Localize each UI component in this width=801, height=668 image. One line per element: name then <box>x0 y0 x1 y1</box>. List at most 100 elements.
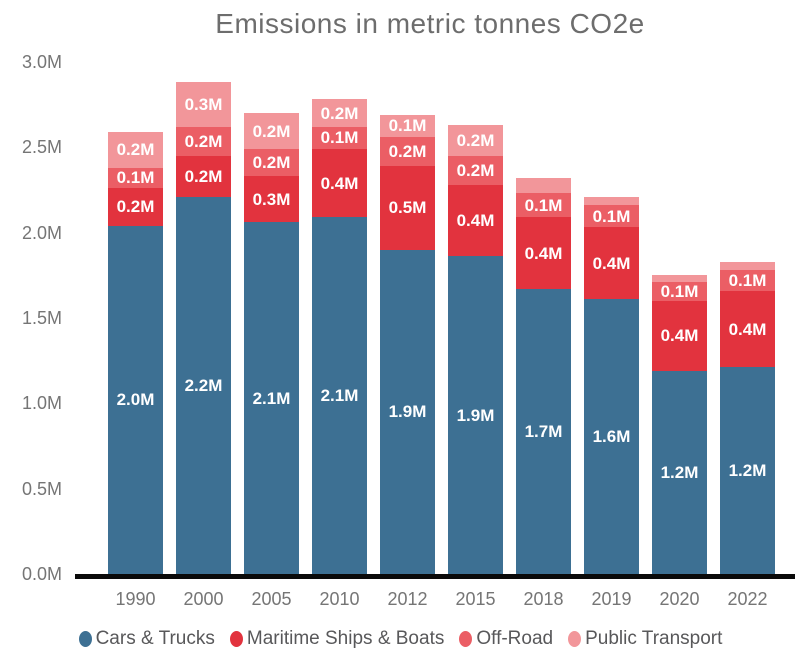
x-axis-label: 2020 <box>659 589 700 609</box>
bar-segment-label: 0.2M <box>456 130 495 150</box>
bar-segment-label: 0.1M <box>116 168 155 188</box>
bar-segment-public-transport-1990[interactable]: 0.2M <box>108 131 163 168</box>
bar-segment-label: 2.2M <box>184 375 223 395</box>
bar-segment-label: 0.2M <box>388 142 427 161</box>
legend-dot-icon <box>229 631 243 647</box>
x-axis-label: 2015 <box>455 589 496 609</box>
bar-segment-label: 0.2M <box>320 103 359 123</box>
bar-segment-public-transport-2018[interactable] <box>516 177 571 194</box>
legend-label: Maritime Ships & Boats <box>246 628 445 649</box>
bar-segment-cars-trucks-2019[interactable]: 1.6M <box>584 299 639 574</box>
bar-segment-maritime-ships-boats-2012[interactable]: 0.5M <box>380 166 435 250</box>
bar-segment-label: 0.4M <box>320 173 359 193</box>
bar-segment-label: 2.1M <box>252 388 291 408</box>
bar-segment-cars-trucks-2018[interactable]: 1.7M <box>516 288 571 574</box>
legend-label: Cars & Trucks <box>95 628 215 649</box>
bar-segment-public-transport-2022[interactable] <box>720 261 775 271</box>
bar-segment-off-road-2005[interactable]: 0.2M <box>244 148 299 177</box>
bar-segment-public-transport-2005[interactable]: 0.2M <box>244 113 299 149</box>
bar-segment-label: 1.2M <box>660 462 699 482</box>
bar-segment-public-transport-2000[interactable]: 0.3M <box>176 82 231 127</box>
bar-segment-public-transport-2012[interactable]: 0.1M <box>380 114 435 137</box>
bar-segment-off-road-2020[interactable]: 0.1M <box>652 282 707 301</box>
bar-segment-label: 0.1M <box>388 116 427 136</box>
x-axis-label: 2010 <box>319 589 360 609</box>
bar-segment-off-road-2019[interactable]: 0.1M <box>584 205 639 228</box>
bar-segment-label: 0.2M <box>116 197 155 217</box>
bar-segment-off-road-2022[interactable]: 0.1M <box>720 270 775 291</box>
legend-item-public-transport[interactable]: Public Transport <box>568 628 722 650</box>
bar-segment-label: 0.2M <box>456 160 495 180</box>
bar-segment-label: 0.4M <box>592 253 631 273</box>
bar-segment-maritime-ships-boats-2005[interactable]: 0.3M <box>244 176 299 223</box>
bar-segment-maritime-ships-boats-2000[interactable]: 0.2M <box>176 155 231 197</box>
bar-segment-label: 0.1M <box>728 270 767 290</box>
legend-dot-icon <box>78 631 92 647</box>
bar-segment-label: 0.1M <box>524 195 563 215</box>
x-axis-label: 2018 <box>523 589 564 609</box>
bar-segment-off-road-2018[interactable]: 0.1M <box>516 193 571 218</box>
bar-segment-cars-trucks-2005[interactable]: 2.1M <box>244 222 299 574</box>
bar-segment-label: 0.3M <box>252 189 291 209</box>
x-axis-label: 2005 <box>251 589 292 609</box>
bar-segment-off-road-2010[interactable]: 0.1M <box>312 126 367 149</box>
bar-segment-maritime-ships-boats-2022[interactable]: 0.4M <box>720 290 775 368</box>
legend-dot-icon <box>459 631 473 647</box>
bar-segment-cars-trucks-2020[interactable]: 1.2M <box>652 370 707 574</box>
bar-segment-public-transport-2010[interactable]: 0.2M <box>312 99 367 127</box>
legend-item-cars-trucks[interactable]: Cars & Trucks <box>78 628 215 650</box>
bar-segment-label: 1.9M <box>456 405 495 425</box>
bar-segment-label: 1.2M <box>728 461 767 481</box>
bar-segment-off-road-2012[interactable]: 0.2M <box>380 137 435 167</box>
bar-segment-cars-trucks-2015[interactable]: 1.9M <box>448 256 503 574</box>
legend-label: Off-Road <box>476 628 554 649</box>
bar-segment-label: 0.4M <box>728 319 767 339</box>
bar-segment-label: 1.6M <box>592 427 631 447</box>
chart-title: Emissions in metric tonnes CO2e <box>215 8 645 39</box>
bar-segment-off-road-2000[interactable]: 0.2M <box>176 126 231 156</box>
bar-segment-label: 2.1M <box>320 386 359 406</box>
x-axis-label: 2000 <box>183 589 224 609</box>
legend-label: Public Transport <box>585 628 723 649</box>
legend: Cars & Trucks Maritime Ships & Boats Off-R… <box>0 622 801 656</box>
bar-segment-public-transport-2015[interactable]: 0.2M <box>448 125 503 156</box>
bar-segment-maritime-ships-boats-1990[interactable]: 0.2M <box>108 188 163 226</box>
bar-segment-maritime-ships-boats-2019[interactable]: 0.4M <box>584 227 639 300</box>
legend-item-maritime-ships-boats[interactable]: Maritime Ships & Boats <box>229 628 445 650</box>
bar-segment-cars-trucks-2012[interactable]: 1.9M <box>380 249 435 574</box>
bar-segment-label: 0.4M <box>456 211 495 231</box>
y-axis-label: 2.0M <box>21 222 62 243</box>
bar-segment-cars-trucks-2010[interactable]: 2.1M <box>312 217 367 574</box>
bar-segment-label: 0.4M <box>524 243 563 263</box>
x-axis-line <box>75 574 795 579</box>
bar-segment-cars-trucks-1990[interactable]: 2.0M <box>108 225 163 574</box>
bar-segment-public-transport-2019[interactable] <box>584 196 639 206</box>
y-axis-label: 2.5M <box>21 137 62 158</box>
bar-segment-label: 1.9M <box>388 402 427 422</box>
bar-segment-label: 0.4M <box>660 326 699 346</box>
bar-segment-label: 0.1M <box>320 128 359 148</box>
bar-segment-maritime-ships-boats-2018[interactable]: 0.4M <box>516 217 571 289</box>
y-axis-label: 1.5M <box>21 307 62 328</box>
bar-segment-label: 2.0M <box>116 390 155 410</box>
bar-segment-label: 0.2M <box>252 153 291 173</box>
x-axis-label: 2022 <box>727 589 768 609</box>
bar-segment-label: 0.5M <box>388 198 427 218</box>
bar-segment-cars-trucks-2000[interactable]: 2.2M <box>176 196 231 574</box>
bar-segment-label: 0.2M <box>116 140 155 160</box>
x-axis-label: 2012 <box>387 589 428 609</box>
legend-item-off-road[interactable]: Off-Road <box>459 628 553 650</box>
bar-segment-maritime-ships-boats-2015[interactable]: 0.4M <box>448 184 503 257</box>
bar-segment-public-transport-2020[interactable] <box>652 275 707 283</box>
x-axis-label: 1990 <box>115 589 156 609</box>
legend-dot-icon <box>568 631 582 647</box>
bar-segment-off-road-1990[interactable]: 0.1M <box>108 167 163 189</box>
y-axis-label: 0.5M <box>21 478 62 499</box>
bar-segment-off-road-2015[interactable]: 0.2M <box>448 155 503 185</box>
bar-segment-label: 1.7M <box>524 421 563 441</box>
bar-segment-label: 0.2M <box>184 166 223 186</box>
bar-segment-cars-trucks-2022[interactable]: 1.2M <box>720 367 775 574</box>
bar-segment-maritime-ships-boats-2010[interactable]: 0.4M <box>312 148 367 218</box>
bar-segment-maritime-ships-boats-2020[interactable]: 0.4M <box>652 300 707 371</box>
